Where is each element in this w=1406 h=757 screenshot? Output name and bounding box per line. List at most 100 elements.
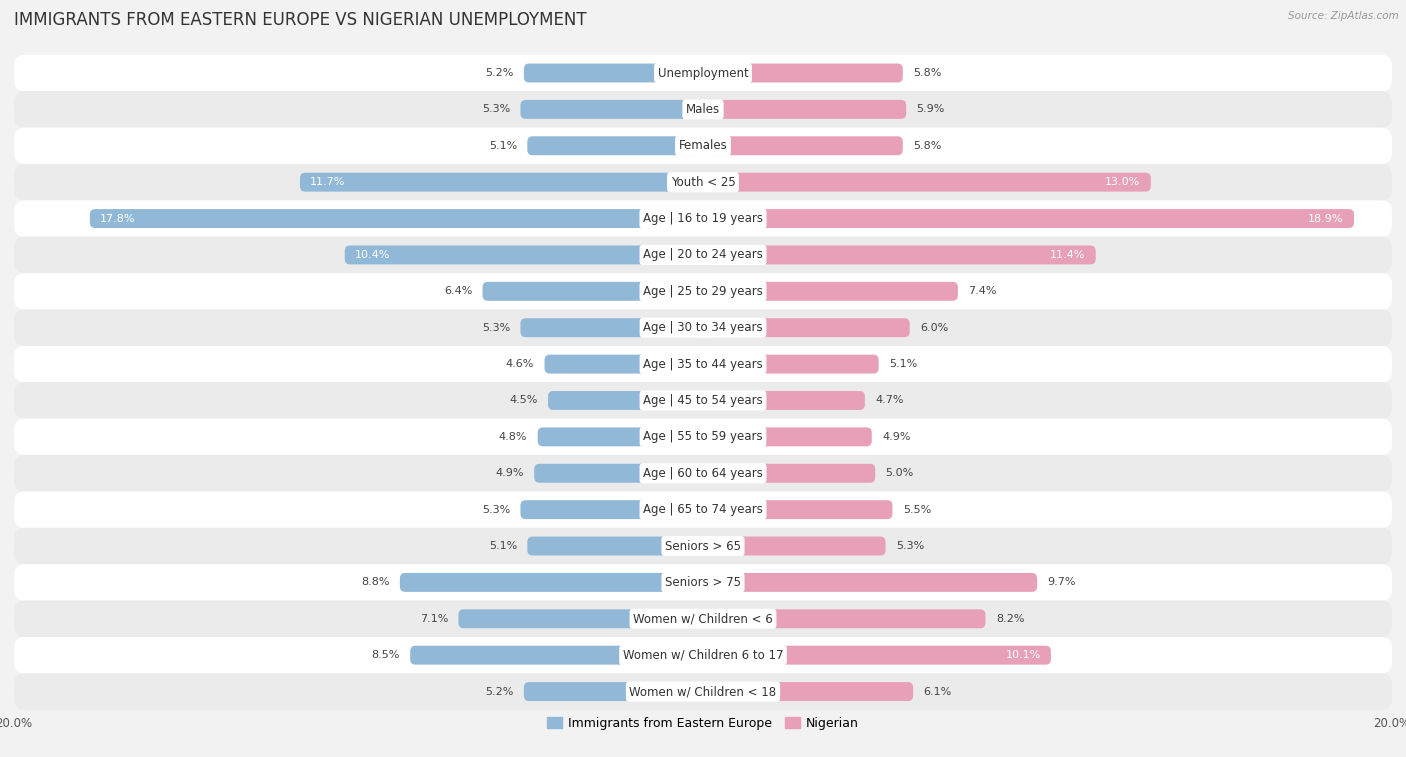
- Text: Age | 60 to 64 years: Age | 60 to 64 years: [643, 467, 763, 480]
- Text: 6.1%: 6.1%: [924, 687, 952, 696]
- FancyBboxPatch shape: [520, 318, 703, 337]
- FancyBboxPatch shape: [14, 91, 1392, 128]
- FancyBboxPatch shape: [344, 245, 703, 264]
- Text: Age | 55 to 59 years: Age | 55 to 59 years: [643, 431, 763, 444]
- Text: 5.1%: 5.1%: [489, 141, 517, 151]
- FancyBboxPatch shape: [14, 674, 1392, 710]
- FancyBboxPatch shape: [14, 273, 1392, 310]
- FancyBboxPatch shape: [14, 310, 1392, 346]
- FancyBboxPatch shape: [703, 573, 1038, 592]
- Text: 8.5%: 8.5%: [371, 650, 399, 660]
- FancyBboxPatch shape: [299, 173, 703, 192]
- FancyBboxPatch shape: [703, 682, 912, 701]
- Text: 5.9%: 5.9%: [917, 104, 945, 114]
- FancyBboxPatch shape: [703, 209, 1354, 228]
- FancyBboxPatch shape: [520, 500, 703, 519]
- Text: 8.2%: 8.2%: [995, 614, 1025, 624]
- Legend: Immigrants from Eastern Europe, Nigerian: Immigrants from Eastern Europe, Nigerian: [543, 712, 863, 735]
- FancyBboxPatch shape: [537, 428, 703, 447]
- FancyBboxPatch shape: [703, 391, 865, 410]
- Text: 4.5%: 4.5%: [509, 395, 537, 406]
- Text: 11.4%: 11.4%: [1050, 250, 1085, 260]
- FancyBboxPatch shape: [703, 500, 893, 519]
- FancyBboxPatch shape: [703, 245, 1095, 264]
- Text: Age | 25 to 29 years: Age | 25 to 29 years: [643, 285, 763, 298]
- Text: 5.3%: 5.3%: [482, 104, 510, 114]
- Text: Unemployment: Unemployment: [658, 67, 748, 79]
- FancyBboxPatch shape: [703, 609, 986, 628]
- FancyBboxPatch shape: [703, 282, 957, 301]
- FancyBboxPatch shape: [14, 128, 1392, 164]
- FancyBboxPatch shape: [703, 64, 903, 83]
- FancyBboxPatch shape: [703, 428, 872, 447]
- Text: Women w/ Children 6 to 17: Women w/ Children 6 to 17: [623, 649, 783, 662]
- Text: Women w/ Children < 6: Women w/ Children < 6: [633, 612, 773, 625]
- Text: Males: Males: [686, 103, 720, 116]
- Text: 11.7%: 11.7%: [311, 177, 346, 187]
- Text: 5.5%: 5.5%: [903, 505, 931, 515]
- Text: 7.1%: 7.1%: [420, 614, 449, 624]
- Text: Age | 20 to 24 years: Age | 20 to 24 years: [643, 248, 763, 261]
- Text: 18.9%: 18.9%: [1308, 213, 1344, 223]
- FancyBboxPatch shape: [14, 564, 1392, 600]
- Text: 5.3%: 5.3%: [482, 505, 510, 515]
- FancyBboxPatch shape: [14, 600, 1392, 637]
- Text: 4.6%: 4.6%: [506, 359, 534, 369]
- FancyBboxPatch shape: [14, 528, 1392, 564]
- FancyBboxPatch shape: [14, 419, 1392, 455]
- Text: 17.8%: 17.8%: [100, 213, 135, 223]
- FancyBboxPatch shape: [544, 354, 703, 373]
- FancyBboxPatch shape: [703, 100, 907, 119]
- FancyBboxPatch shape: [90, 209, 703, 228]
- FancyBboxPatch shape: [14, 491, 1392, 528]
- Text: 5.1%: 5.1%: [889, 359, 917, 369]
- Text: Age | 65 to 74 years: Age | 65 to 74 years: [643, 503, 763, 516]
- FancyBboxPatch shape: [14, 55, 1392, 91]
- Text: Age | 45 to 54 years: Age | 45 to 54 years: [643, 394, 763, 407]
- FancyBboxPatch shape: [524, 682, 703, 701]
- Text: Age | 30 to 34 years: Age | 30 to 34 years: [643, 321, 763, 334]
- Text: 10.4%: 10.4%: [356, 250, 391, 260]
- FancyBboxPatch shape: [14, 382, 1392, 419]
- Text: 9.7%: 9.7%: [1047, 578, 1076, 587]
- FancyBboxPatch shape: [703, 354, 879, 373]
- Text: Youth < 25: Youth < 25: [671, 176, 735, 188]
- Text: 5.8%: 5.8%: [912, 141, 942, 151]
- Text: 8.8%: 8.8%: [361, 578, 389, 587]
- FancyBboxPatch shape: [703, 173, 1152, 192]
- FancyBboxPatch shape: [14, 346, 1392, 382]
- Text: Women w/ Children < 18: Women w/ Children < 18: [630, 685, 776, 698]
- Text: 6.4%: 6.4%: [444, 286, 472, 296]
- Text: Females: Females: [679, 139, 727, 152]
- Text: 5.2%: 5.2%: [485, 68, 513, 78]
- FancyBboxPatch shape: [458, 609, 703, 628]
- Text: 10.1%: 10.1%: [1005, 650, 1040, 660]
- Text: Age | 35 to 44 years: Age | 35 to 44 years: [643, 357, 763, 371]
- FancyBboxPatch shape: [524, 64, 703, 83]
- Text: 4.7%: 4.7%: [875, 395, 904, 406]
- FancyBboxPatch shape: [703, 537, 886, 556]
- Text: 7.4%: 7.4%: [969, 286, 997, 296]
- FancyBboxPatch shape: [520, 100, 703, 119]
- Text: IMMIGRANTS FROM EASTERN EUROPE VS NIGERIAN UNEMPLOYMENT: IMMIGRANTS FROM EASTERN EUROPE VS NIGERI…: [14, 11, 586, 30]
- FancyBboxPatch shape: [14, 455, 1392, 491]
- Text: 6.0%: 6.0%: [920, 322, 948, 333]
- FancyBboxPatch shape: [703, 318, 910, 337]
- Text: 5.3%: 5.3%: [896, 541, 924, 551]
- FancyBboxPatch shape: [703, 136, 903, 155]
- Text: 4.9%: 4.9%: [495, 469, 524, 478]
- FancyBboxPatch shape: [14, 237, 1392, 273]
- FancyBboxPatch shape: [534, 464, 703, 483]
- Text: 13.0%: 13.0%: [1105, 177, 1140, 187]
- FancyBboxPatch shape: [399, 573, 703, 592]
- FancyBboxPatch shape: [548, 391, 703, 410]
- FancyBboxPatch shape: [527, 136, 703, 155]
- FancyBboxPatch shape: [14, 164, 1392, 201]
- FancyBboxPatch shape: [527, 537, 703, 556]
- Text: Seniors > 65: Seniors > 65: [665, 540, 741, 553]
- Text: Age | 16 to 19 years: Age | 16 to 19 years: [643, 212, 763, 225]
- Text: Seniors > 75: Seniors > 75: [665, 576, 741, 589]
- FancyBboxPatch shape: [14, 201, 1392, 237]
- Text: 5.3%: 5.3%: [482, 322, 510, 333]
- Text: 5.1%: 5.1%: [489, 541, 517, 551]
